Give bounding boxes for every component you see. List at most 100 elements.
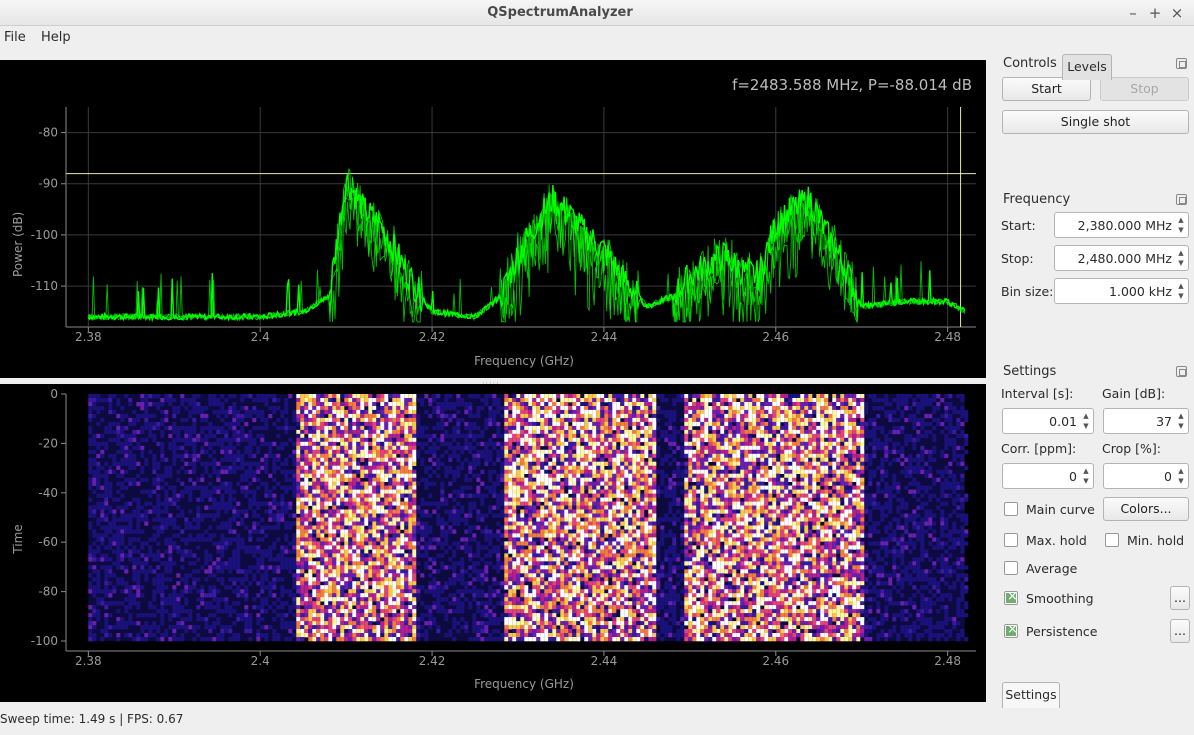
minimize-icon[interactable]: – bbox=[1129, 4, 1137, 22]
heatmap-cell bbox=[904, 398, 909, 403]
heatmap-cell bbox=[104, 445, 109, 451]
heatmap-cell bbox=[364, 505, 369, 510]
heatmap-cell bbox=[796, 417, 801, 423]
heatmap-cell bbox=[488, 421, 493, 427]
heatmap-cell bbox=[540, 437, 545, 443]
plot-splitter[interactable]: ····· bbox=[0, 378, 986, 388]
heatmap-cell bbox=[468, 441, 473, 447]
heatmap-cell bbox=[408, 413, 413, 419]
heatmap-cell bbox=[400, 469, 405, 474]
heatmap-cell bbox=[280, 425, 285, 431]
heatmap-cell bbox=[356, 453, 361, 459]
heatmap-cell bbox=[424, 449, 429, 455]
heatmap-cell bbox=[880, 465, 885, 470]
heatmap-cell bbox=[348, 509, 353, 514]
heatmap-cell bbox=[824, 437, 829, 443]
heatmap-cell bbox=[172, 449, 177, 455]
heatmap-cell bbox=[672, 398, 677, 403]
heatmap-cell bbox=[536, 485, 541, 490]
heatmap-cell bbox=[776, 457, 781, 462]
heatmap-cell bbox=[352, 437, 357, 443]
heatmap-cell bbox=[212, 449, 217, 455]
heatmap-cell bbox=[548, 497, 553, 502]
heatmap-cell bbox=[376, 457, 381, 462]
heatmap-cell bbox=[420, 429, 425, 435]
heatmap-cell bbox=[152, 437, 157, 443]
heatmap-cell bbox=[908, 481, 913, 486]
heatmap-cell bbox=[912, 413, 917, 419]
heatmap-cell bbox=[412, 497, 417, 502]
heatmap-cell bbox=[380, 457, 385, 462]
heatmap-cell bbox=[684, 437, 689, 443]
heatmap-cell bbox=[364, 417, 369, 423]
heatmap-cell bbox=[104, 489, 109, 494]
heatmap-cell bbox=[820, 429, 825, 435]
spectrum-plot[interactable]: f=2483.588 MHz, P=-88.014 dB Power (dB) … bbox=[0, 60, 986, 378]
heatmap-cell bbox=[388, 441, 393, 447]
heatmap-cell bbox=[460, 509, 465, 514]
heatmap-cell bbox=[364, 394, 369, 399]
heatmap-cell bbox=[112, 509, 117, 514]
heatmap-cell bbox=[248, 465, 253, 470]
heatmap-cell bbox=[484, 402, 489, 407]
heatmap-cell bbox=[912, 489, 917, 494]
heatmap-cell bbox=[604, 489, 609, 494]
heatmap-cell bbox=[816, 394, 821, 399]
heatmap-cell bbox=[816, 402, 821, 407]
heatmap-cell bbox=[432, 406, 437, 411]
heatmap-cell bbox=[108, 465, 113, 470]
heatmap-cell bbox=[424, 509, 429, 514]
heatmap-cell bbox=[536, 453, 541, 459]
heatmap-cell bbox=[888, 501, 893, 506]
menu-file[interactable]: File bbox=[4, 30, 26, 45]
heatmap-cell bbox=[728, 402, 733, 407]
heatmap-cell bbox=[752, 417, 757, 423]
heatmap-cell bbox=[596, 509, 601, 514]
heatmap-cell bbox=[300, 505, 305, 510]
heatmap-cell bbox=[848, 501, 853, 506]
heatmap-cell bbox=[620, 449, 625, 455]
heatmap-cell bbox=[712, 429, 717, 435]
heatmap-cell bbox=[800, 406, 805, 411]
heatmap-cell bbox=[960, 445, 965, 451]
heatmap-cell bbox=[524, 509, 529, 514]
close-icon[interactable]: × bbox=[1170, 4, 1184, 22]
splitter-handle-icon[interactable]: ····· bbox=[482, 379, 500, 388]
heatmap-cell bbox=[512, 469, 517, 474]
heatmap-cell bbox=[496, 493, 501, 498]
heatmap-cell bbox=[436, 437, 441, 443]
heatmap-cell bbox=[368, 509, 373, 514]
heatmap-cell bbox=[112, 497, 117, 502]
heatmap-cell bbox=[804, 437, 809, 443]
heatmap-cell bbox=[628, 469, 633, 474]
heatmap-cell bbox=[492, 417, 497, 423]
heatmap-cell bbox=[424, 477, 429, 482]
heatmap-cell bbox=[816, 485, 821, 490]
heatmap-cell bbox=[864, 501, 869, 506]
heatmap-cell bbox=[868, 421, 873, 427]
heatmap-cell bbox=[488, 417, 493, 423]
heatmap-cell bbox=[432, 441, 437, 447]
heatmap-cell bbox=[816, 493, 821, 498]
heatmap-cell bbox=[428, 433, 433, 439]
heatmap-cell bbox=[412, 481, 417, 486]
heatmap-cell bbox=[200, 449, 205, 455]
heatmap-cell bbox=[668, 477, 673, 482]
heatmap-cell bbox=[668, 437, 673, 443]
heatmap-cell bbox=[252, 398, 257, 403]
heatmap-cell bbox=[708, 409, 713, 415]
heatmap-cell bbox=[812, 485, 817, 490]
heatmap-cell bbox=[684, 417, 689, 423]
heatmap-cell bbox=[144, 437, 149, 443]
waterfall-plot[interactable]: Time Frequency (GHz) 0 -20 -40 -60 -80 -100 2… bbox=[0, 384, 986, 702]
heatmap-cell bbox=[284, 489, 289, 494]
maximize-icon[interactable]: + bbox=[1148, 4, 1162, 22]
heatmap-cell bbox=[808, 445, 813, 451]
menu-help[interactable]: Help bbox=[41, 30, 71, 45]
heatmap-cell bbox=[684, 505, 689, 510]
heatmap-cell bbox=[856, 481, 861, 486]
heatmap-cell bbox=[468, 402, 473, 407]
heatmap-cell bbox=[248, 429, 253, 435]
heatmap-cell bbox=[516, 445, 521, 451]
heatmap-cell bbox=[808, 413, 813, 419]
